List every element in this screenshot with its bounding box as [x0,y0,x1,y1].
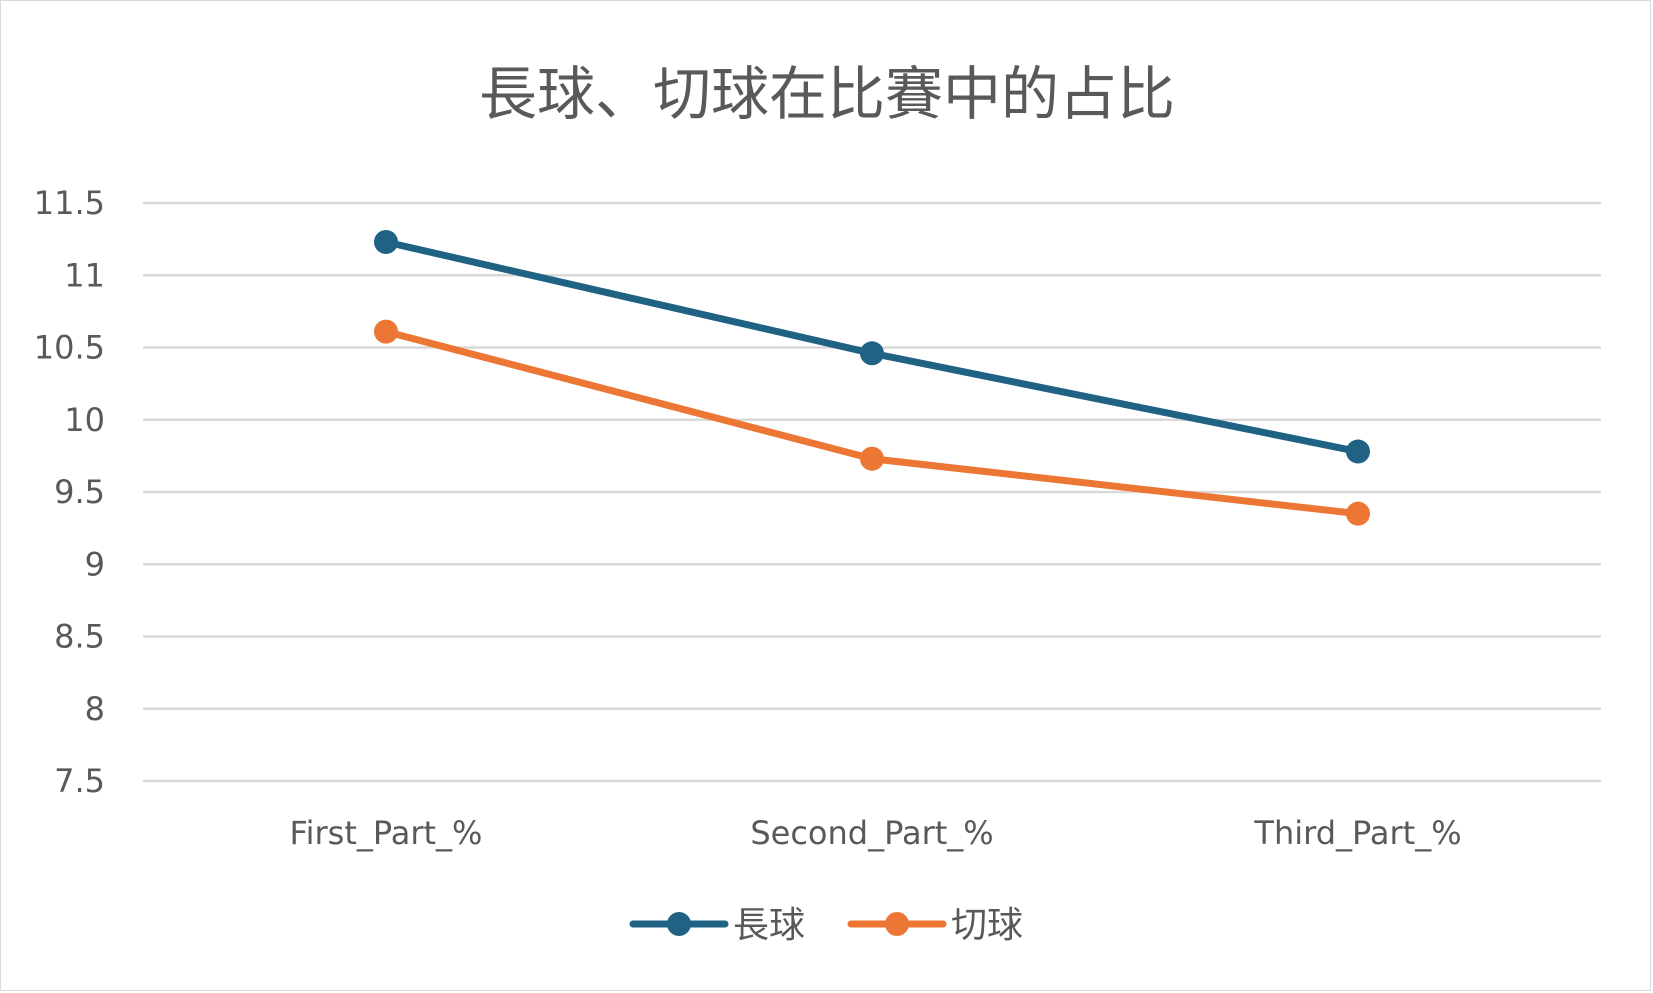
series-lines [374,230,1370,526]
y-tick-label: 11 [64,256,105,294]
data-point [374,230,398,255]
chart-title: 長球、切球在比賽中的占比 [479,60,1175,128]
x-tick-label: Second_Part_% [750,814,993,852]
series-1 [374,230,1370,464]
y-tick-label: 9 [85,545,105,583]
legend-marker [667,912,691,936]
y-tick-label: 8 [85,690,105,728]
series-2 [374,319,1370,526]
y-tick-label: 9.5 [54,473,105,511]
y-axis-tick-labels: 11.5 11 10.5 10 9.5 9 8.5 8 7.5 [34,184,105,800]
legend-marker [885,912,909,936]
legend-item: 切球 [847,905,1023,946]
y-tick-label: 7.5 [54,762,105,800]
x-tick-label: Third_Part_% [1253,814,1461,852]
data-point [1346,501,1370,526]
legend-label: 切球 [951,905,1023,946]
data-point [1346,439,1370,464]
legend-label: 長球 [733,905,805,946]
y-tick-label: 8.5 [54,618,105,656]
y-tick-label: 10 [64,401,105,439]
data-point [374,319,398,344]
legend: 長球 切球 [629,905,1023,946]
gridlines [143,201,1601,783]
y-tick-label: 10.5 [34,329,105,367]
x-tick-label: First_Part_% [290,814,483,852]
data-point [860,446,884,471]
y-tick-label: 11.5 [34,184,105,222]
data-point [860,341,884,366]
x-axis-tick-labels: First_Part_% Second_Part_% Third_Part_% [290,814,1462,852]
legend-item: 長球 [629,905,805,946]
